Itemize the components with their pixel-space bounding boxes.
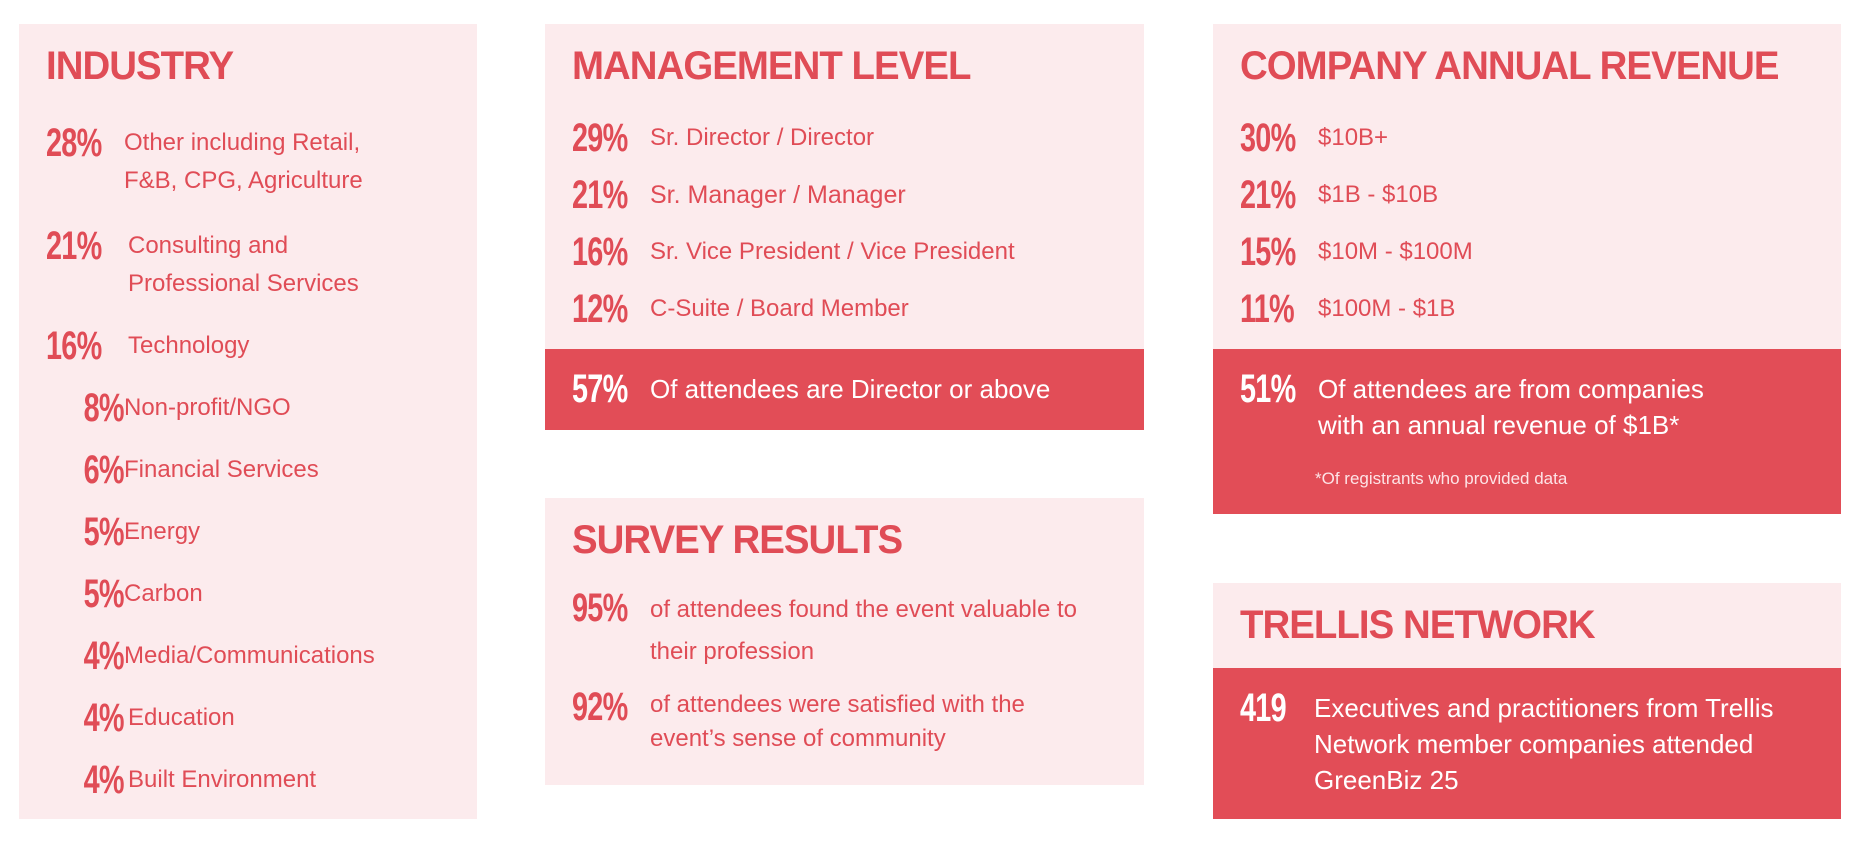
- revenue-item: 30% $10B+: [1240, 116, 1388, 160]
- survey-item: 95% of attendees found the event valuabl…: [572, 586, 1100, 673]
- industry-item-label: Education: [128, 704, 235, 731]
- trellis-network-title: TRELLIS NETWORK: [1240, 603, 1596, 647]
- revenue-item: 11% $100M - $1B: [1240, 287, 1455, 331]
- industry-item-label: Other including Retail, F&B, CPG, Agricu…: [124, 129, 363, 194]
- trellis-highlight-value: 419: [1240, 686, 1287, 730]
- industry-item-percent: 4%: [83, 634, 125, 678]
- revenue-highlight-percent: 51%: [1240, 367, 1296, 411]
- trellis-highlight-banner: 419 Executives and practitioners from Tr…: [1213, 668, 1841, 819]
- industry-item: 28% Other including Retail, F&B, CPG, Ag…: [46, 121, 404, 200]
- industry-item: 4% Built Environment: [46, 758, 316, 802]
- revenue-item: 15% $10M - $100M: [1240, 230, 1473, 274]
- survey-item: 92% of attendees were satisfied with the…: [572, 685, 1070, 756]
- industry-item-percent: 16%: [46, 324, 102, 368]
- management-item: 29% Sr. Director / Director: [572, 116, 874, 160]
- survey-item-percent: 95%: [572, 586, 628, 630]
- trellis-highlight-label: Executives and practitioners from Trelli…: [1314, 693, 1774, 795]
- industry-item-label: Technology: [128, 332, 250, 359]
- industry-item: 4% Media/Communications: [46, 634, 375, 678]
- industry-item: 21% Consulting and Professional Services: [46, 224, 388, 303]
- industry-item-percent: 8%: [83, 386, 125, 430]
- survey-results-card: SURVEY RESULTS 95% of attendees found th…: [545, 498, 1144, 785]
- industry-item-label: Carbon: [124, 580, 203, 607]
- industry-item-label: Media/Communications: [124, 642, 375, 669]
- industry-item-percent: 5%: [83, 510, 125, 554]
- industry-item-percent: 4%: [83, 758, 125, 802]
- management-highlight: 57% Of attendees are Director or above: [572, 367, 1050, 411]
- survey-item-label: of attendees found the event valuable to…: [650, 596, 1077, 665]
- management-item: 21% Sr. Manager / Manager: [572, 173, 906, 217]
- industry-item-percent: 21%: [46, 224, 102, 268]
- industry-item: 5% Carbon: [46, 572, 203, 616]
- management-level-card: MANAGEMENT LEVEL 29% Sr. Director / Dire…: [545, 24, 1144, 430]
- industry-item-label: Consulting and Professional Services: [128, 232, 359, 297]
- management-item-label: Sr. Manager / Manager: [650, 181, 906, 209]
- industry-item: 8% Non-profit/NGO: [46, 386, 291, 430]
- management-item-label: Sr. Director / Director: [650, 124, 875, 151]
- industry-item-label: Energy: [124, 518, 201, 545]
- revenue-item-percent: 15%: [1240, 230, 1296, 274]
- industry-item-label: Built Environment: [128, 766, 317, 793]
- industry-item-percent: 4%: [83, 696, 125, 740]
- industry-item: 6% Financial Services: [46, 448, 319, 492]
- industry-item-label: Financial Services: [124, 456, 319, 483]
- industry-item-label: Non-profit/NGO: [124, 394, 291, 421]
- management-item-percent: 29%: [572, 116, 628, 160]
- company-annual-revenue-card: COMPANY ANNUAL REVENUE 30% $10B+ 21% $1B…: [1213, 24, 1841, 514]
- revenue-item-label: $1B - $10B: [1318, 181, 1439, 208]
- industry-item-percent: 28%: [46, 121, 102, 165]
- management-highlight-label: Of attendees are Director or above: [650, 374, 1051, 404]
- revenue-highlight-banner: 51% Of attendees are from companies with…: [1213, 349, 1841, 514]
- management-item: 12% C-Suite / Board Member: [572, 287, 909, 331]
- company-annual-revenue-title: COMPANY ANNUAL REVENUE: [1240, 44, 1780, 88]
- management-level-title: MANAGEMENT LEVEL: [572, 44, 971, 88]
- management-highlight-percent: 57%: [572, 367, 628, 411]
- management-item: 16% Sr. Vice President / Vice President: [572, 230, 1015, 274]
- management-highlight-banner: 57% Of attendees are Director or above: [545, 349, 1144, 430]
- revenue-item-label: $100M - $1B: [1318, 295, 1456, 322]
- management-item-percent: 12%: [572, 287, 628, 331]
- revenue-item-percent: 21%: [1240, 173, 1296, 217]
- revenue-item-percent: 11%: [1240, 287, 1295, 331]
- revenue-highlight: 51% Of attendees are from companies with…: [1240, 367, 1738, 443]
- management-item-label: C-Suite / Board Member: [650, 295, 909, 322]
- revenue-item-label: $10B+: [1318, 124, 1389, 151]
- industry-title: INDUSTRY: [46, 44, 234, 88]
- survey-results-title: SURVEY RESULTS: [572, 518, 903, 562]
- trellis-network-card: TRELLIS NETWORK 419 Executives and pract…: [1213, 583, 1841, 819]
- survey-item-label: of attendees were satisfied with the eve…: [650, 691, 1025, 752]
- revenue-highlight-label: Of attendees are from companies with an …: [1318, 374, 1704, 440]
- management-item-percent: 16%: [572, 230, 628, 274]
- revenue-item-label: $10M - $100M: [1318, 238, 1473, 265]
- survey-item-percent: 92%: [572, 685, 628, 729]
- management-item-percent: 21%: [572, 173, 628, 217]
- industry-item-percent: 5%: [83, 572, 125, 616]
- management-item-label: Sr. Vice President / Vice President: [650, 238, 1015, 265]
- revenue-footnote: *Of registrants who provided data: [1315, 469, 1568, 488]
- industry-item: 16% Technology: [46, 324, 249, 368]
- industry-item-percent: 6%: [83, 448, 125, 492]
- industry-item: 4% Education: [46, 696, 235, 740]
- industry-card: INDUSTRY 28% Other including Retail, F&B…: [19, 24, 477, 819]
- industry-item: 5% Energy: [46, 510, 200, 554]
- revenue-item-percent: 30%: [1240, 116, 1296, 160]
- trellis-highlight: 419 Executives and practitioners from Tr…: [1240, 686, 1814, 798]
- revenue-item: 21% $1B - $10B: [1240, 173, 1438, 217]
